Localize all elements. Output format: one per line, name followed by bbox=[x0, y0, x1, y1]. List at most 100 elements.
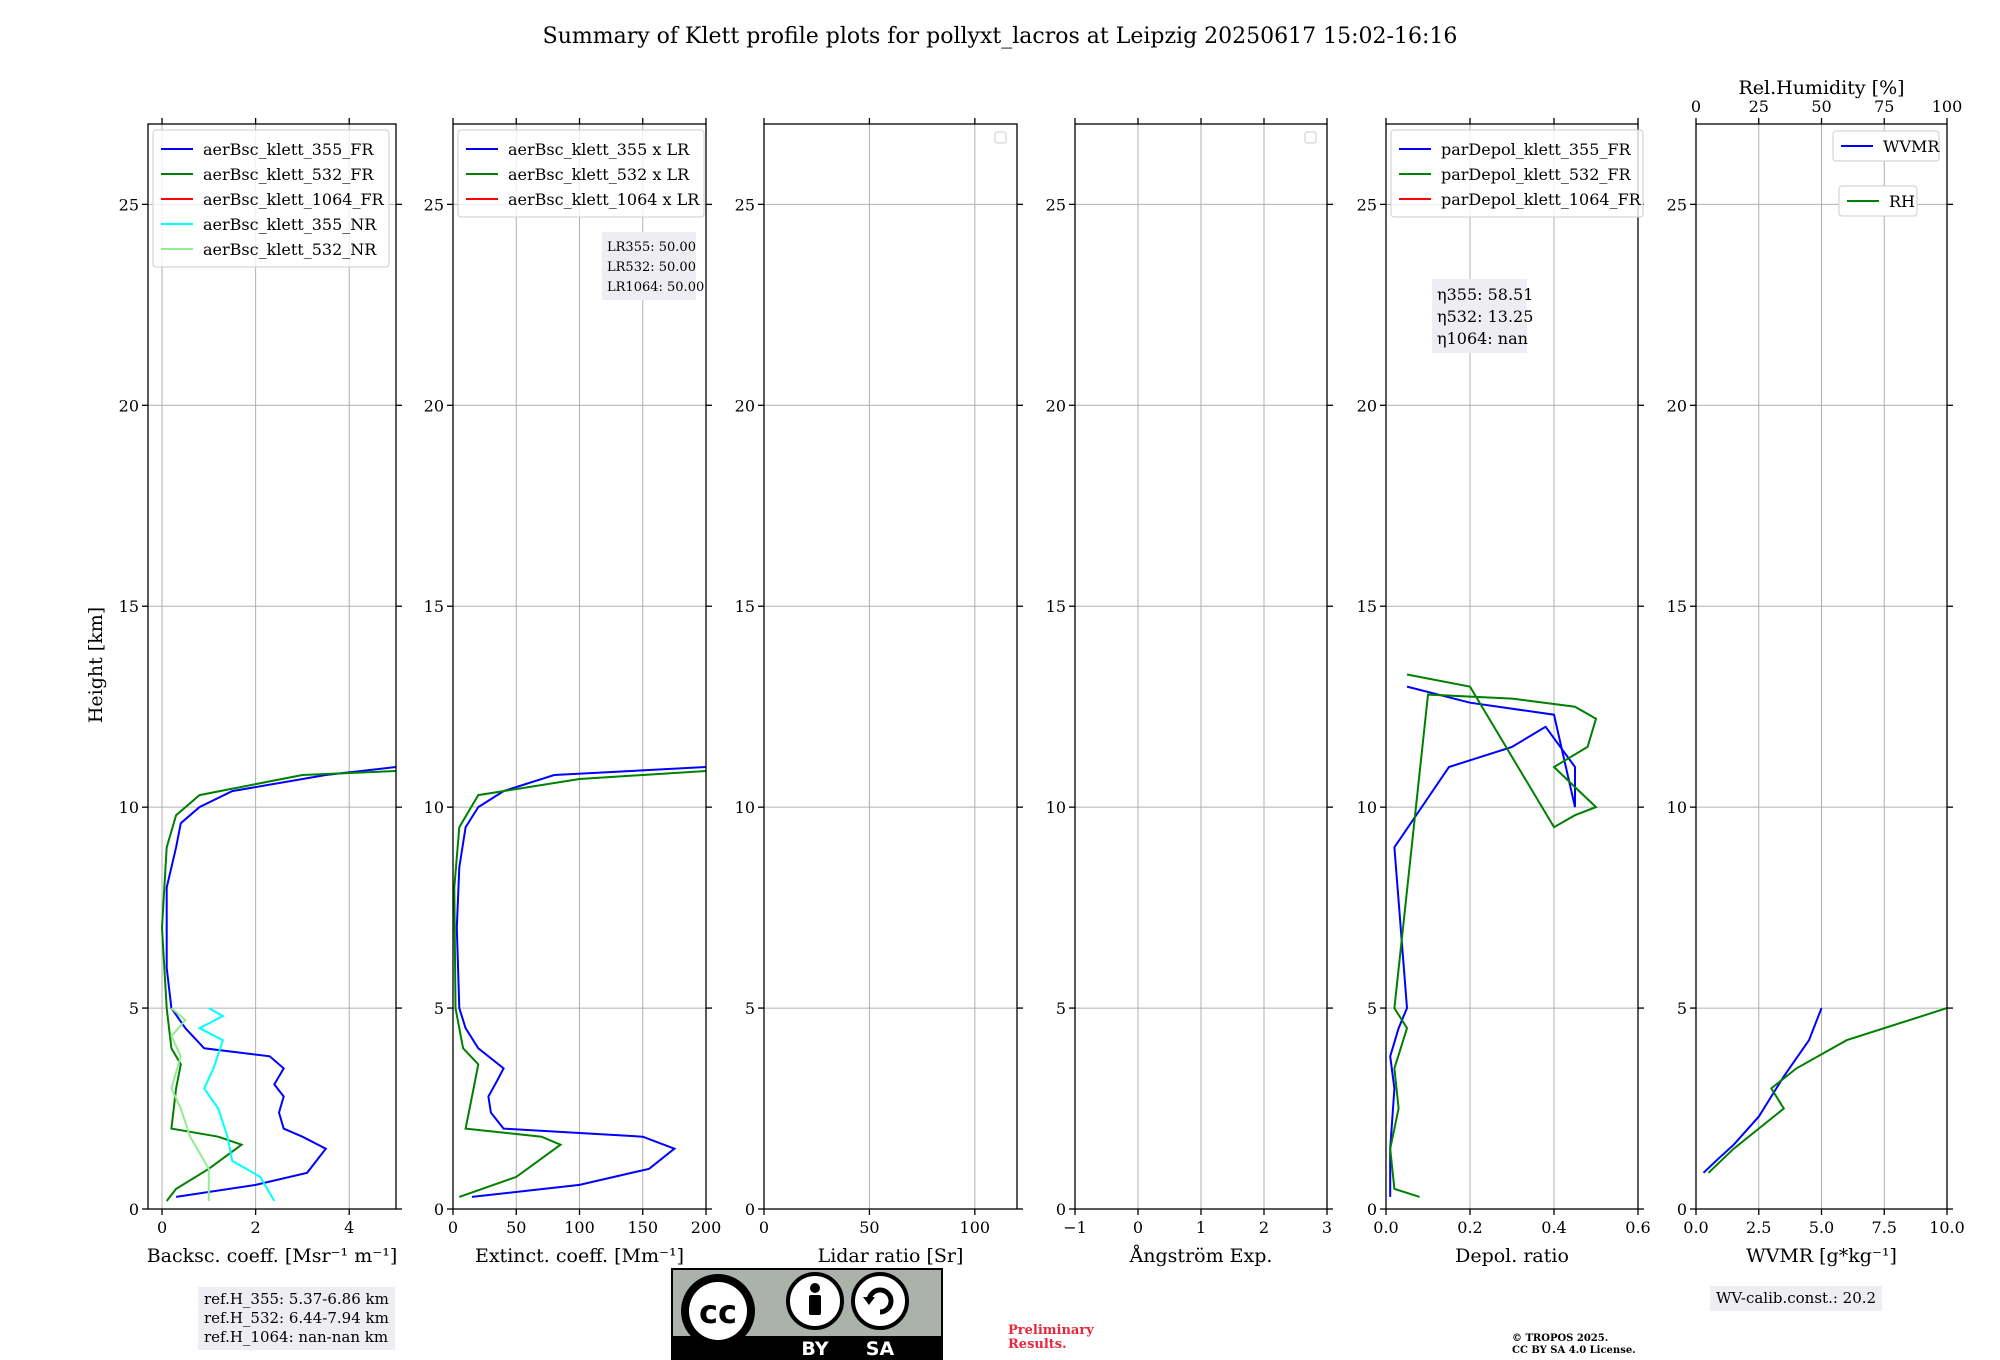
y-axis-label: Height [km] bbox=[85, 607, 107, 723]
ref-height-532: ref.H_532: 6.44-7.94 km bbox=[204, 1309, 389, 1327]
figure-title: Summary of Klett profile plots for polly… bbox=[543, 24, 1458, 49]
x-tick-label: 50 bbox=[506, 1218, 526, 1237]
copyright-line-1: © TROPOS 2025. bbox=[1512, 1333, 1609, 1344]
y-tick-label: 15 bbox=[1357, 597, 1377, 616]
preliminary-line-1: Preliminary bbox=[1008, 1323, 1094, 1338]
y-tick-label: 15 bbox=[735, 597, 755, 616]
series-aerbsc-klett-355-fr bbox=[165, 766, 397, 1198]
legend-label: RH bbox=[1889, 192, 1915, 211]
y-tick-label: 0 bbox=[1677, 1200, 1687, 1219]
share-alike-icon bbox=[851, 1272, 909, 1330]
legend-label: aerBsc_klett_1064 x LR bbox=[508, 190, 700, 209]
x-tick-label: 0.2 bbox=[1457, 1218, 1482, 1237]
legend-label: parDepol_klett_532_FR bbox=[1441, 165, 1632, 184]
legend-label: WVMR bbox=[1883, 137, 1940, 156]
x-tick-label: 0 bbox=[759, 1218, 769, 1237]
x-tick-label: 100 bbox=[564, 1218, 595, 1237]
x-tick-label: 200 bbox=[691, 1218, 722, 1237]
x-axis-label: Extinct. coeff. [Mm⁻¹] bbox=[475, 1245, 684, 1267]
annotation-text: LR532: 50.00 bbox=[607, 260, 696, 275]
x-axis-label: Depol. ratio bbox=[1455, 1245, 1569, 1267]
y-tick-label: 10 bbox=[735, 798, 755, 817]
top-x-tick-label: 100 bbox=[1932, 97, 1963, 116]
x-tick-label: 5.0 bbox=[1809, 1218, 1834, 1237]
series-pardepol-klett-355-fr bbox=[1389, 685, 1576, 1197]
legend-box bbox=[1832, 130, 1940, 162]
cc-license-badge[interactable]: cc BY SA bbox=[671, 1268, 943, 1360]
x-tick-label: 0.6 bbox=[1625, 1218, 1650, 1237]
legend-label: aerBsc_klett_355 x LR bbox=[508, 140, 690, 159]
y-tick-label: 0 bbox=[1367, 1200, 1377, 1219]
y-tick-label: 0 bbox=[745, 1200, 755, 1219]
y-tick-label: 20 bbox=[424, 396, 444, 415]
panel-depol: 0 5 10 15 20 25 0.0 0.2 0.4 0.6 Depol. ratio parDep… bbox=[1357, 118, 1651, 1267]
x-tick-label: 0.0 bbox=[1683, 1218, 1708, 1237]
x-tick-label: 7.5 bbox=[1872, 1218, 1897, 1237]
annotation-text: η532: 13.25 bbox=[1437, 307, 1533, 326]
legend-label: aerBsc_klett_532_FR bbox=[203, 165, 374, 184]
top-x-axis-label: Rel.Humidity [%] bbox=[1738, 77, 1904, 99]
x-tick-label: 150 bbox=[627, 1218, 658, 1237]
x-tick-label: −1 bbox=[1063, 1218, 1087, 1237]
x-tick-label: 0 bbox=[157, 1218, 167, 1237]
y-tick-label: 20 bbox=[119, 396, 139, 415]
y-tick-label: 5 bbox=[1056, 999, 1066, 1018]
y-tick-label: 20 bbox=[735, 396, 755, 415]
legend-label: parDepol_klett_355_FR bbox=[1441, 140, 1632, 159]
wv-calibration-box: WV-calib.const.: 20.2 bbox=[1710, 1286, 1883, 1311]
x-tick-label: 2.5 bbox=[1746, 1218, 1771, 1237]
cc-text: cc bbox=[699, 1293, 737, 1331]
series-aerbsc-klett-355-x-lr bbox=[455, 766, 707, 1198]
attribution-person-icon bbox=[786, 1272, 844, 1330]
y-tick-label: 0 bbox=[129, 1200, 139, 1219]
series-aerbsc-klett-532-x-lr bbox=[453, 770, 707, 1198]
y-tick-label: 20 bbox=[1667, 396, 1687, 415]
y-tick-label: 5 bbox=[434, 999, 444, 1018]
legend-box bbox=[1390, 129, 1644, 218]
x-tick-label: 0.0 bbox=[1373, 1218, 1398, 1237]
y-tick-label: 0 bbox=[434, 1200, 444, 1219]
series-aerbsc-klett-532-fr bbox=[160, 770, 397, 1202]
legend-label: aerBsc_klett_355_NR bbox=[203, 215, 377, 234]
annotation-text: η355: 58.51 bbox=[1437, 285, 1533, 304]
series-wvmr bbox=[1702, 1007, 1823, 1174]
x-tick-label: 2 bbox=[251, 1218, 261, 1237]
ref-height-1064: ref.H_1064: nan-nan km bbox=[204, 1328, 389, 1346]
y-tick-label: 25 bbox=[1357, 195, 1377, 214]
y-tick-label: 25 bbox=[119, 195, 139, 214]
legend-box bbox=[152, 129, 390, 268]
empty-legend-box bbox=[994, 131, 1007, 144]
top-x-tick-label: 75 bbox=[1874, 97, 1894, 116]
y-tick-label: 25 bbox=[424, 195, 444, 214]
top-x-tick-label: 0 bbox=[1691, 97, 1701, 116]
legend-label: aerBsc_klett_1064_FR bbox=[203, 190, 385, 209]
annotation-text: LR1064: 50.00 bbox=[607, 280, 704, 295]
y-tick-label: 5 bbox=[129, 999, 139, 1018]
panel-frame bbox=[147, 123, 397, 1210]
x-axis-label: Ångström Exp. bbox=[1129, 1245, 1273, 1267]
top-x-tick-label: 50 bbox=[1811, 97, 1831, 116]
x-axis-label: WVMR [g*kg⁻¹] bbox=[1746, 1245, 1897, 1267]
wv-calib-const: WV-calib.const.: 20.2 bbox=[1716, 1289, 1877, 1307]
legend-label: aerBsc_klett_355_FR bbox=[203, 140, 374, 159]
x-tick-label: 1 bbox=[1196, 1218, 1206, 1237]
legend-box bbox=[457, 129, 705, 218]
x-tick-label: 3 bbox=[1322, 1218, 1332, 1237]
y-tick-label: 0 bbox=[1056, 1200, 1066, 1219]
cc-icon: cc bbox=[681, 1274, 755, 1348]
y-tick-label: 5 bbox=[745, 999, 755, 1018]
x-tick-label: 10.0 bbox=[1929, 1218, 1965, 1237]
empty-legend-box bbox=[1304, 131, 1317, 144]
y-tick-label: 25 bbox=[735, 195, 755, 214]
panel-wv: 0 5 10 15 20 25 0.0 2.5 5.0 7.5 10.0 WVMR [g*kg⁻¹] 0… bbox=[1667, 77, 1965, 1267]
x-tick-label: 4 bbox=[344, 1218, 354, 1237]
ref-height-355: ref.H_355: 5.37-6.86 km bbox=[204, 1290, 389, 1308]
sa-label: SA bbox=[866, 1338, 895, 1360]
copyright-line-2: CC BY SA 4.0 License. bbox=[1512, 1345, 1636, 1356]
y-tick-label: 10 bbox=[1667, 798, 1687, 817]
legend-label: parDepol_klett_1064_FR bbox=[1441, 190, 1642, 209]
y-tick-label: 20 bbox=[1357, 396, 1377, 415]
y-tick-label: 15 bbox=[424, 597, 444, 616]
panel-bsc: 0 5 10 15 20 25 0 2 4 Backsc. coeff. [Msr⁻¹ m⁻¹] a… bbox=[119, 118, 402, 1267]
